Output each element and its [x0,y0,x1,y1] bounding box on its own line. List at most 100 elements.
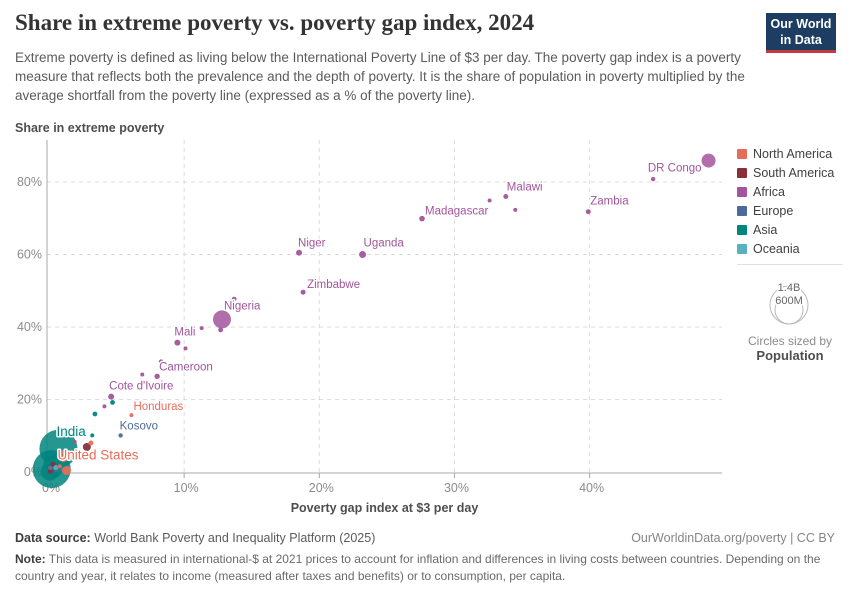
legend-divider [737,264,843,265]
country-label: Madagascar [425,206,488,218]
legend-rows: North America South America Africa Europe As… [737,147,847,256]
data-point-cote-d-ivoire[interactable] [108,393,115,400]
country-label: DR Congo [648,163,702,175]
scatter-plot: 0%10%20%30%40%0%20%40%60%80%Share in ext… [15,121,722,515]
legend-label: Oceania [753,242,800,256]
data-point[interactable] [92,411,98,417]
country-label: Cameroon [159,361,213,373]
legend-swatch [737,225,747,235]
y-axis-title: Share in extreme poverty [15,121,164,135]
data-point[interactable] [231,296,237,302]
data-source: Data source: World Bank Poverty and Ineq… [15,531,375,545]
country-label: Cote d'Ivoire [109,381,173,393]
data-point[interactable] [158,359,164,365]
data-point[interactable] [88,440,94,446]
y-tick-label: 40% [17,320,42,334]
y-tick-label: 80% [17,175,42,189]
legend-swatch [737,244,747,254]
legend-item-asia[interactable]: Asia [737,223,847,237]
data-point[interactable] [199,326,204,331]
owid-link[interactable]: OurWorldinData.org/poverty | CC BY [631,531,835,545]
legend-swatch [737,187,747,197]
data-point[interactable] [513,207,518,212]
footer-source-line: Data source: World Bank Poverty and Ineq… [15,531,835,545]
continent-legend: North America South America Africa Europe As… [737,147,847,363]
legend-item-europe[interactable]: Europe [737,204,847,218]
data-point-mali[interactable] [174,339,181,346]
data-point-honduras[interactable] [129,413,134,418]
owid-logo[interactable]: Our World in Data [766,13,836,53]
country-label: Zambia [590,196,629,208]
country-label: Kosovo [120,420,158,432]
y-tick-label: 60% [17,248,42,262]
legend-swatch [737,206,747,216]
owid-logo-line2: in Data [780,33,822,48]
x-tick-label: 30% [444,481,469,495]
size-legend-emphasis: Population [756,348,824,363]
data-point[interactable] [102,404,107,409]
data-point[interactable] [53,465,59,471]
footer-note: Note: This data is measured in internati… [15,551,835,586]
legend-item-africa[interactable]: Africa [737,185,847,199]
data-point-zambia[interactable] [585,209,591,215]
country-label: Nigeria [224,300,261,312]
x-tick-label: 40% [579,481,604,495]
data-point[interactable] [183,346,188,351]
data-point-niger[interactable] [296,249,303,256]
data-point-cameroon[interactable] [154,373,160,379]
data-point[interactable] [48,466,53,471]
legend-label: South America [753,166,835,180]
footer-note-label: Note: [15,552,46,566]
legend-label: Asia [753,223,778,237]
legend-swatch [737,168,747,178]
legend-label: North America [753,147,833,161]
legend-label: Europe [753,204,794,218]
legend-swatch [737,149,747,159]
legend-item-south-america[interactable]: South America [737,166,847,180]
country-label: Mali [174,327,195,339]
data-point-zimbabwe[interactable] [300,289,306,295]
country-label: United States [58,447,139,462]
x-tick-label: 20% [309,481,334,495]
x-tick-label: 10% [174,481,199,495]
data-point[interactable] [82,442,91,451]
footer-note-text: This data is measured in international-$… [15,552,821,584]
data-point[interactable] [650,176,656,182]
data-point[interactable] [110,400,115,405]
legend-item-oceania[interactable]: Oceania [737,242,847,256]
legend-label: Africa [753,185,785,199]
size-legend-inner-label: 600M [775,295,803,307]
country-label: Honduras [133,401,183,413]
country-label: Niger [298,238,326,250]
data-point-madagascar[interactable] [419,215,425,222]
country-label: Malawi [507,182,543,194]
data-point[interactable] [487,198,492,203]
x-axis-title: Poverty gap index at $3 per day [291,501,479,515]
country-label: Zimbabwe [307,279,360,291]
data-source-label: Data source: [15,531,91,545]
data-source-value: World Bank Poverty and Inequality Platfo… [94,531,376,545]
data-point[interactable] [72,439,77,444]
data-point[interactable] [218,327,224,333]
data-point[interactable] [140,372,145,377]
chart-subtitle: Extreme poverty is defined as living bel… [15,50,745,104]
data-point[interactable] [47,468,53,474]
data-point[interactable] [57,464,62,469]
data-point[interactable] [90,433,95,438]
country-label: India [56,424,86,439]
data-point[interactable] [62,466,72,476]
legend-item-north-america[interactable]: North America [737,147,847,161]
data-point-nigeria[interactable] [212,310,231,329]
data-point-dr-congo[interactable] [701,153,716,168]
size-legend-caption: Circles sized by [747,334,833,348]
size-legend: 1.4B 600M [769,281,809,325]
page-title: Share in extreme poverty vs. poverty gap… [15,10,535,35]
data-point-malawi[interactable] [503,194,509,199]
y-tick-label: 20% [17,393,42,407]
data-point-kosovo[interactable] [118,433,123,438]
owid-logo-line1: Our World [770,17,832,31]
country-label: Uganda [364,238,405,250]
data-point-uganda[interactable] [359,251,367,258]
size-legend-outer-label: 1.4B [778,282,801,294]
